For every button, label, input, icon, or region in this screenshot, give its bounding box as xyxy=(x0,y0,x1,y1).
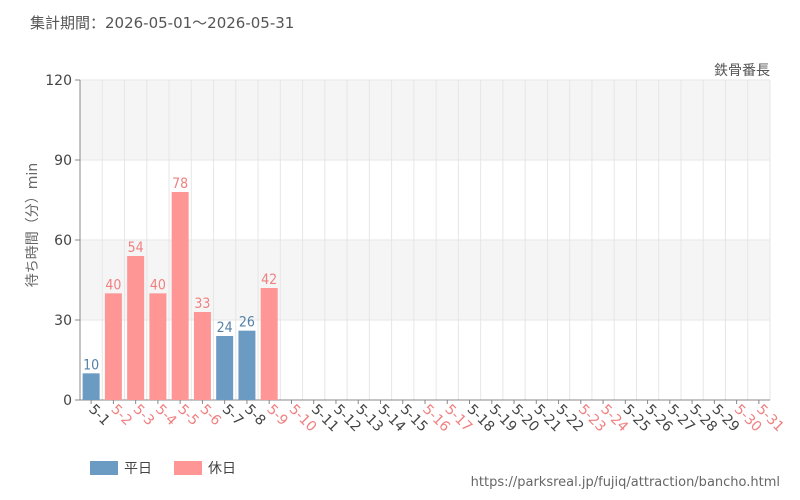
legend-item-weekday: 平日 xyxy=(90,458,152,478)
bar xyxy=(149,293,167,400)
source-url: https://parksreal.jp/fujiq/attraction/ba… xyxy=(470,475,780,490)
legend: 平日 休日 xyxy=(90,458,236,478)
period-label: 集計期間：2026-05-01〜2026-05-31 xyxy=(30,14,295,32)
x-tick-label: 5-3 xyxy=(130,402,157,429)
attraction-name: 鉄骨番長 xyxy=(714,63,770,79)
bar xyxy=(260,288,278,400)
x-tick-label: 5-7 xyxy=(219,402,246,429)
legend-label-weekday: 平日 xyxy=(124,461,152,477)
legend-label-holiday: 休日 xyxy=(208,461,236,477)
y-tick-label: 0 xyxy=(63,393,72,409)
x-tick-label: 5-5 xyxy=(174,402,201,429)
bar xyxy=(104,293,122,400)
bar xyxy=(193,312,211,400)
x-tick-label: 5-8 xyxy=(241,402,268,429)
bar xyxy=(82,373,100,400)
bar-value-label: 33 xyxy=(194,296,210,312)
bar xyxy=(238,330,256,400)
y-tick-label: 60 xyxy=(54,233,72,249)
bar-value-label: 78 xyxy=(172,176,188,192)
y-tick-label: 90 xyxy=(54,153,72,169)
y-tick-label: 30 xyxy=(54,313,72,329)
x-tick-label: 5-1 xyxy=(85,402,112,429)
bar-value-label: 26 xyxy=(239,315,255,331)
legend-swatch-weekday xyxy=(90,461,118,475)
x-tick-label: 5-9 xyxy=(263,402,290,429)
x-tick-label: 5-2 xyxy=(108,402,135,429)
x-tick-label: 5-4 xyxy=(152,402,180,430)
bar-value-label: 10 xyxy=(83,357,99,373)
plot-band xyxy=(80,80,770,160)
bar xyxy=(127,256,145,400)
bar-value-label: 40 xyxy=(105,277,121,293)
bar-value-label: 54 xyxy=(128,240,144,256)
plot-band xyxy=(80,160,770,240)
bar xyxy=(171,192,189,400)
x-tick-label: 5-6 xyxy=(197,402,225,430)
y-tick-label: 120 xyxy=(45,73,72,89)
legend-item-holiday: 休日 xyxy=(174,458,236,478)
bar-value-label: 40 xyxy=(150,277,166,293)
bar-value-label: 42 xyxy=(261,272,277,288)
plot-band xyxy=(80,240,770,320)
legend-swatch-holiday xyxy=(174,461,202,475)
bar xyxy=(216,336,234,400)
bar-value-label: 24 xyxy=(217,320,233,336)
